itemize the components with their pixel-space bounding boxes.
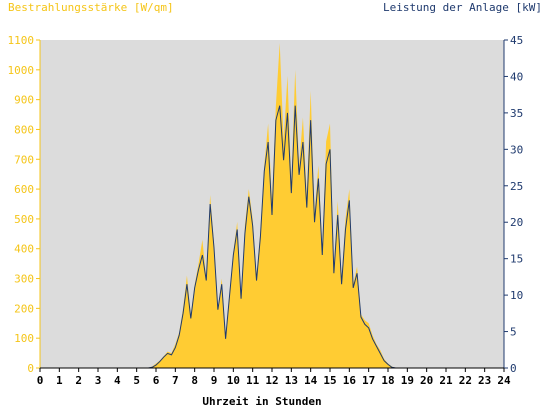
series-layer	[40, 42, 504, 369]
x-tick-label: 10	[227, 374, 240, 387]
left-tick-label: 200	[14, 302, 34, 315]
right-tick-label: 20	[510, 216, 523, 229]
right-tick-label: 25	[510, 180, 523, 193]
x-tick-label: 3	[95, 374, 102, 387]
x-tick-label: 21	[439, 374, 453, 387]
left-axis-title: Bestrahlungsstärke [W/qm]	[8, 1, 174, 14]
x-tick-label: 17	[362, 374, 375, 387]
left-tick-label: 800	[14, 123, 34, 136]
left-tick-label: 100	[14, 332, 34, 345]
x-tick-label: 14	[304, 374, 318, 387]
x-tick-label: 18	[381, 374, 394, 387]
x-tick-label: 7	[172, 374, 179, 387]
right-tick-label: 15	[510, 253, 523, 266]
x-tick-label: 5	[133, 374, 140, 387]
left-tick-label: 1100	[8, 34, 35, 47]
x-tick-label: 9	[211, 374, 218, 387]
left-tick-label: 900	[14, 94, 34, 107]
x-tick-label: 12	[265, 374, 278, 387]
x-tick-label: 8	[191, 374, 198, 387]
x-axis-label: Uhrzeit in Stunden	[202, 395, 321, 408]
right-tick-label: 5	[510, 326, 517, 339]
x-tick-label: 24	[497, 374, 511, 387]
right-tick-label: 0	[510, 362, 517, 375]
x-tick-label: 16	[343, 374, 357, 387]
right-tick-label: 45	[510, 34, 523, 47]
left-tick-label: 500	[14, 213, 34, 226]
left-tick-label: 700	[14, 153, 34, 166]
right-axis-title: Leistung der Anlage [kW]	[383, 1, 542, 14]
right-tick-label: 30	[510, 143, 523, 156]
right-tick-label: 40	[510, 70, 523, 83]
power-line	[40, 105, 504, 369]
x-tick-label: 15	[323, 374, 336, 387]
x-tick-label: 0	[37, 374, 44, 387]
x-tick-label: 23	[478, 374, 491, 387]
right-tick-label: 35	[510, 107, 523, 120]
left-tick-label: 0	[27, 362, 34, 375]
x-tick-label: 6	[153, 374, 160, 387]
x-tick-label: 1	[56, 374, 63, 387]
x-tick-label: 19	[401, 374, 414, 387]
right-tick-label: 10	[510, 289, 523, 302]
x-tick-label: 11	[246, 374, 260, 387]
x-tick-label: 20	[420, 374, 433, 387]
x-tick-label: 2	[75, 374, 82, 387]
left-tick-label: 600	[14, 183, 34, 196]
x-tick-label: 22	[459, 374, 472, 387]
x-tick-label: 13	[285, 374, 298, 387]
left-tick-label: 300	[14, 273, 34, 286]
x-tick-label: 4	[114, 374, 121, 387]
left-tick-label: 400	[14, 243, 34, 256]
axes-layer: 0100200300400500600700800900100011000510…	[8, 34, 524, 387]
left-tick-label: 1000	[8, 64, 35, 77]
